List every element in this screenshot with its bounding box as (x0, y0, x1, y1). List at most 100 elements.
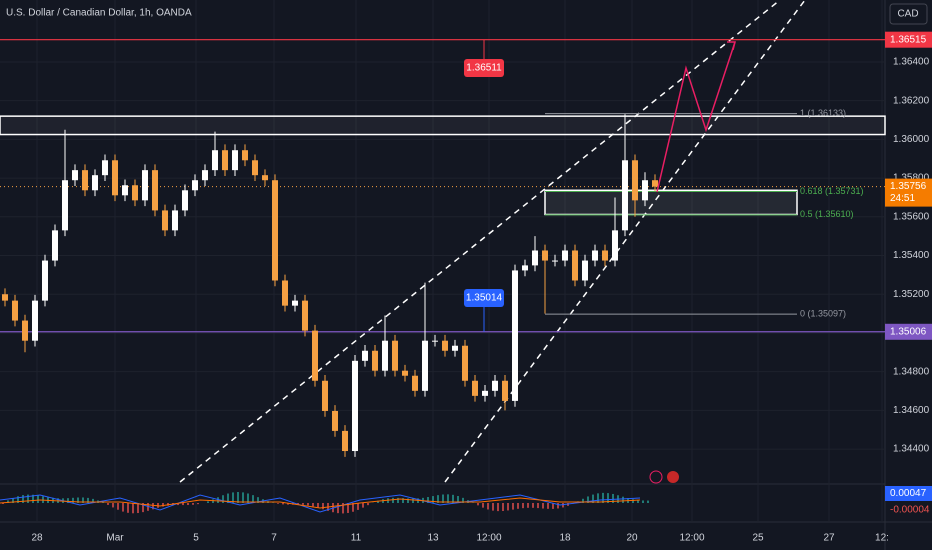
indicator-label: -0.00004 (890, 505, 930, 516)
fib-label: 1 (1.36133) (800, 108, 846, 118)
candle-body (12, 300, 18, 321)
macd-histogram (632, 499, 634, 503)
candle-body (192, 180, 198, 191)
currency-button[interactable] (889, 3, 928, 25)
candle-body (102, 160, 108, 176)
macd-histogram (337, 503, 339, 514)
macd-histogram (362, 503, 364, 508)
macd-histogram (287, 503, 289, 505)
candle-body (352, 360, 358, 452)
candle-body (622, 160, 628, 231)
candle-body (302, 300, 308, 331)
macd-histogram (317, 503, 319, 508)
candle-body (362, 350, 368, 361)
candle-body (332, 410, 338, 431)
candle-body (582, 260, 588, 281)
candle-body (232, 150, 238, 171)
candle-body (112, 160, 118, 196)
macd-histogram (647, 500, 649, 503)
candle-body (432, 340, 438, 342)
macd-histogram (132, 503, 134, 514)
macd-histogram (192, 503, 194, 505)
macd-histogram (17, 496, 19, 503)
macd-histogram (302, 503, 304, 505)
x-tick-label: 12:00 (679, 533, 704, 544)
macd-histogram (497, 503, 499, 512)
candle-body (242, 150, 248, 161)
macd-histogram (342, 503, 344, 514)
macd-histogram (122, 503, 124, 512)
macd-histogram (547, 503, 549, 509)
macd-histogram (432, 496, 434, 503)
macd-histogram (77, 497, 79, 503)
candle-body (202, 170, 208, 181)
macd-histogram (322, 503, 324, 510)
candle-body (252, 160, 258, 176)
macd-histogram (252, 495, 254, 503)
macd-histogram (257, 497, 259, 503)
x-tick-label: 28 (31, 533, 43, 544)
candle-body (62, 180, 68, 231)
macd-histogram (32, 494, 34, 503)
x-tick-label: 18 (559, 533, 571, 544)
macd-histogram (537, 503, 539, 509)
candle-body (222, 150, 228, 171)
candle-body (532, 250, 538, 266)
candle-body (602, 250, 608, 261)
macd-histogram (377, 500, 379, 503)
macd-histogram (277, 503, 279, 504)
candle-body (2, 294, 8, 301)
event-icon[interactable] (649, 470, 663, 484)
macd-histogram (427, 497, 429, 503)
fib-label: 0.5 (1.35610) (800, 209, 854, 219)
x-tick-label: 27 (823, 533, 835, 544)
macd-histogram (607, 493, 609, 503)
macd-histogram (517, 503, 519, 509)
level-axis-box (885, 323, 932, 340)
macd-histogram (127, 503, 129, 513)
macd-histogram (137, 503, 139, 514)
flag-icon[interactable] (667, 471, 679, 483)
candle-body (442, 340, 448, 351)
candle-body (452, 345, 458, 351)
candle-body (282, 280, 288, 306)
macd-histogram (142, 503, 144, 513)
macd-histogram (447, 494, 449, 503)
macd-histogram (352, 503, 354, 512)
macd-histogram (492, 503, 494, 511)
macd-histogram (152, 503, 154, 510)
macd-histogram (597, 493, 599, 503)
macd-histogram (207, 501, 209, 503)
candle-body (642, 180, 648, 201)
macd-histogram (532, 503, 534, 508)
y-tick-label: 1.35800 (893, 173, 930, 184)
indicator-label: 0.00047 (890, 488, 927, 499)
macd-histogram (437, 495, 439, 503)
trend-line (179, 0, 781, 483)
candle-body (522, 265, 528, 271)
candle-body (502, 380, 508, 401)
macd-histogram (542, 503, 544, 509)
candle-body (122, 185, 128, 196)
marks: 1 (1.36133) 0.618 (1.35731) 0.5 (1.35610) 0… (0, 39, 886, 514)
macd-histogram (637, 500, 639, 503)
x-tick-label: Mar (106, 533, 124, 544)
last-price-box (885, 178, 932, 207)
y-tick-label: 1.34600 (893, 405, 930, 416)
candle-body (472, 380, 478, 396)
candle-body (392, 340, 398, 371)
candle-body (492, 380, 498, 391)
candle-body (182, 190, 188, 211)
candle-body (162, 210, 168, 231)
fib-label: 0 (1.35097) (800, 309, 846, 319)
zone (0, 115, 886, 136)
macd-histogram (477, 503, 479, 506)
currency[interactable]: CAD (897, 9, 918, 20)
macd-histogram (182, 503, 184, 506)
candle-body (562, 250, 568, 261)
macd-histogram (82, 497, 84, 503)
countdown: 24:51 (890, 193, 915, 204)
grid: 1.344001.346001.348001.350001.352001.354… (0, 0, 930, 522)
macd-histogram (562, 503, 564, 508)
macd-histogram (92, 498, 94, 503)
